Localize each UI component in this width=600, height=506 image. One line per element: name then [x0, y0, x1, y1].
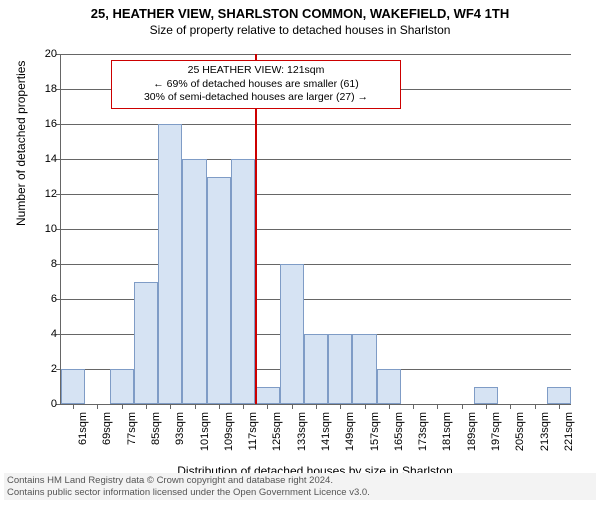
xtick-label: 61sqm [77, 412, 89, 445]
ytick-label: 4 [17, 328, 57, 340]
xtick-label: 101sqm [199, 412, 211, 451]
ytick-label: 2 [17, 363, 57, 375]
xtick-mark [219, 404, 220, 409]
plot-region: 0246810121416182061sqm69sqm77sqm85sqm93s… [60, 54, 571, 405]
xtick-label: 93sqm [174, 412, 186, 445]
xtick-mark [486, 404, 487, 409]
xtick-label: 85sqm [150, 412, 162, 445]
histogram-bar [352, 334, 376, 404]
xtick-label: 69sqm [101, 412, 113, 445]
annotation-box: 25 HEATHER VIEW: 121sqm← 69% of detached… [111, 60, 401, 109]
xtick-mark [340, 404, 341, 409]
xtick-label: 213sqm [539, 412, 551, 451]
histogram-bar [547, 387, 571, 405]
xtick-mark [170, 404, 171, 409]
ytick-label: 10 [17, 223, 57, 235]
xtick-mark [437, 404, 438, 409]
xtick-mark [122, 404, 123, 409]
xtick-label: 125sqm [271, 412, 283, 451]
xtick-mark [535, 404, 536, 409]
footer-line2: Contains public sector information licen… [7, 487, 593, 498]
title-sub: Size of property relative to detached ho… [0, 23, 600, 37]
histogram-bar [110, 369, 134, 404]
xtick-label: 109sqm [223, 412, 235, 451]
histogram-bar [158, 124, 182, 404]
xtick-label: 189sqm [466, 412, 478, 451]
xtick-label: 173sqm [417, 412, 429, 451]
ytick-label: 8 [17, 258, 57, 270]
ytick-label: 0 [17, 398, 57, 410]
annotation-line: ← 69% of detached houses are smaller (61… [118, 78, 394, 92]
xtick-mark [73, 404, 74, 409]
xtick-label: 133sqm [296, 412, 308, 451]
footer-line1: Contains HM Land Registry data © Crown c… [7, 475, 593, 486]
xtick-label: 205sqm [514, 412, 526, 451]
xtick-mark [413, 404, 414, 409]
ytick-label: 18 [17, 83, 57, 95]
ytick-label: 20 [17, 48, 57, 60]
xtick-label: 157sqm [369, 412, 381, 451]
xtick-label: 149sqm [344, 412, 356, 451]
xtick-mark [292, 404, 293, 409]
xtick-mark [195, 404, 196, 409]
ytick-label: 16 [17, 118, 57, 130]
histogram-bar [231, 159, 255, 404]
xtick-mark [559, 404, 560, 409]
xtick-label: 141sqm [320, 412, 332, 451]
xtick-mark [462, 404, 463, 409]
xtick-label: 117sqm [247, 412, 259, 450]
chart-area: 0246810121416182061sqm69sqm77sqm85sqm93s… [60, 54, 570, 404]
xtick-label: 197sqm [490, 412, 502, 451]
xtick-label: 181sqm [441, 412, 453, 451]
histogram-bar [377, 369, 401, 404]
histogram-bar [182, 159, 206, 404]
xtick-label: 221sqm [563, 412, 575, 451]
xtick-mark [316, 404, 317, 409]
ytick-label: 14 [17, 153, 57, 165]
histogram-bar [280, 264, 304, 404]
histogram-bar [207, 177, 231, 405]
ytick-label: 6 [17, 293, 57, 305]
histogram-bar [134, 282, 158, 405]
xtick-mark [267, 404, 268, 409]
histogram-bar [304, 334, 328, 404]
ytick-label: 12 [17, 188, 57, 200]
histogram-bar [474, 387, 498, 405]
title-main: 25, HEATHER VIEW, SHARLSTON COMMON, WAKE… [0, 6, 600, 21]
annotation-line: 30% of semi-detached houses are larger (… [118, 91, 394, 105]
histogram-bar [255, 387, 279, 405]
xtick-label: 77sqm [126, 412, 138, 445]
xtick-label: 165sqm [393, 412, 405, 451]
xtick-mark [146, 404, 147, 409]
histogram-bar [328, 334, 352, 404]
footer-attribution: Contains HM Land Registry data © Crown c… [4, 473, 596, 500]
annotation-line: 25 HEATHER VIEW: 121sqm [118, 64, 394, 78]
xtick-mark [510, 404, 511, 409]
xtick-mark [243, 404, 244, 409]
xtick-mark [365, 404, 366, 409]
xtick-mark [389, 404, 390, 409]
xtick-mark [97, 404, 98, 409]
histogram-bar [61, 369, 85, 404]
